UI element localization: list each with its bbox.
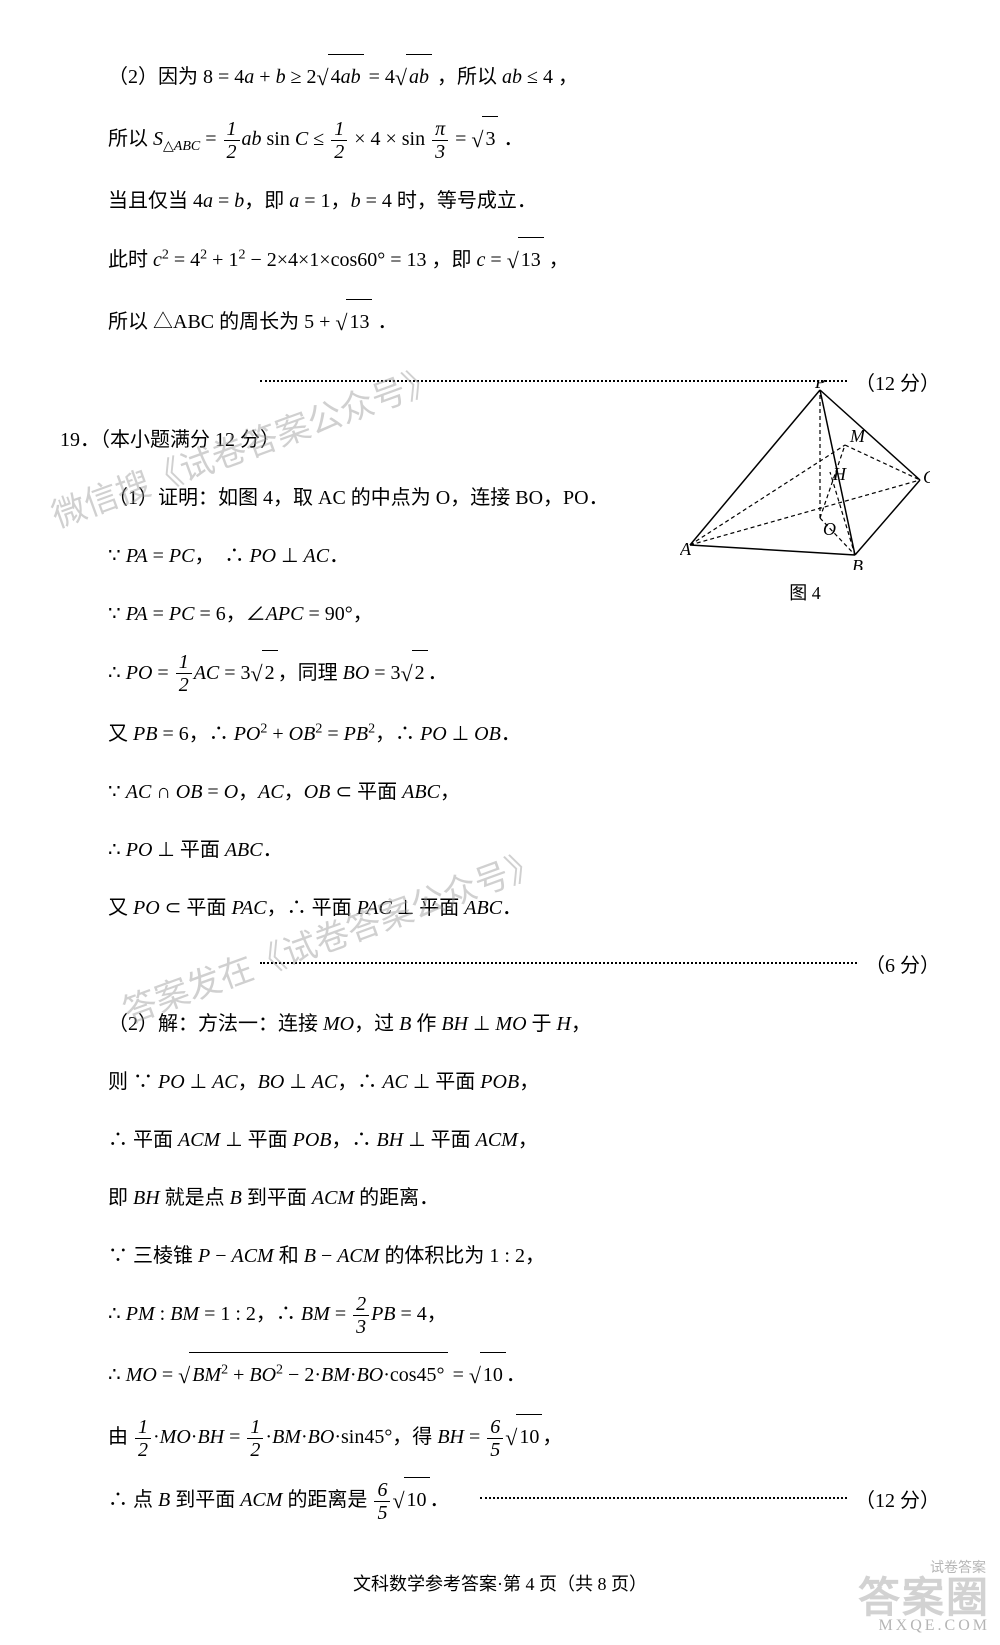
p19-2-line1: （2）解：方法一：连接 MO，过 B 作 BH ⊥ MO 于 H， xyxy=(108,1002,940,1046)
text: ， xyxy=(549,249,569,271)
p19-1-line8: 又 PO ⊂ 平面 PAC，∴ 平面 PAC ⊥ 平面 ABC． xyxy=(108,886,940,930)
text: ， xyxy=(558,66,578,88)
page: （2）因为 8 = 4a + b ≥ 2√4ab = 4√ab ，所以 ab ≤… xyxy=(0,0,1000,1645)
math: 8 = 4a + b ≥ 2√4ab = 4√ab xyxy=(203,66,432,88)
text: 所以 xyxy=(108,128,153,150)
p19-2-line2: 则 ∵ PO ⊥ AC，BO ⊥ AC，∴ AC ⊥ 平面 POB， xyxy=(108,1060,940,1104)
p18-2-line3: 当且仅当 4a = b，即 a = 1，b = 4 时，等号成立． xyxy=(108,179,940,223)
wm-url: MXQE.COM xyxy=(858,1617,990,1635)
p19-1-line5: 又 PB = 6，∴ PO2 + OB2 = PB2，∴ PO ⊥ OB． xyxy=(108,712,940,756)
label-O: O xyxy=(823,519,836,539)
p19-2-line5: ∵ 三棱锥 P − ACM 和 B − ACM 的体积比为 1 : 2， xyxy=(108,1234,940,1278)
math: 5 + √13 xyxy=(304,311,372,333)
label-B: B xyxy=(852,556,863,570)
figure-4: P M H C O B A 图 4 xyxy=(680,380,930,605)
label-C: C xyxy=(923,467,930,487)
p19-2-line8: 由 12·MO·BH = 12·BM·BO·sin45°，得 BH = 65√1… xyxy=(108,1414,940,1462)
p19-2-line4: 即 BH 就是点 B 到平面 ACM 的距离． xyxy=(108,1176,940,1220)
p19-1-line4: ∴ PO = 12AC = 3√2，同理 BO = 3√2． xyxy=(108,650,940,698)
text: 此时 xyxy=(108,249,153,271)
math: c = √13 xyxy=(477,249,544,271)
text: ． xyxy=(377,311,397,333)
page-footer: 文科数学参考答案·第 4 页（共 8 页） xyxy=(60,1565,940,1605)
text: （2）因为 xyxy=(108,66,203,88)
p19-2-line7: ∴ MO = √BM2 + BO2 − 2·BM·BO·cos45° = √10… xyxy=(108,1352,940,1400)
text: ． xyxy=(503,128,523,150)
score-row-6: （6 分） xyxy=(260,944,940,988)
score-label: （12 分） xyxy=(855,1479,940,1523)
p19-2-line6: ∴ PM : BM = 1 : 2，∴ BM = 23PB = 4， xyxy=(108,1292,940,1338)
text: 所以 △ABC 的周长为 xyxy=(108,311,304,333)
label-M: M xyxy=(849,426,866,446)
math: c2 = 42 + 12 − 2×4×1×cos60° = 13 xyxy=(153,249,427,271)
text: ，即 xyxy=(432,249,477,271)
label-P: P xyxy=(814,380,826,392)
wm-small: 试卷答案 xyxy=(930,1557,986,1577)
dots xyxy=(260,962,857,964)
p19-2-line9: ∴ 点 B 到平面 ACM 的距离是 65√10． （12 分） xyxy=(108,1477,940,1525)
math: S△ABC = 12ab sin C ≤ 12 × 4 × sin π3 = √… xyxy=(153,128,498,150)
figure-caption: 图 4 xyxy=(680,579,930,605)
tetrahedron-svg: P M H C O B A xyxy=(680,380,930,570)
score-label: （6 分） xyxy=(865,944,940,988)
text: 19．（本小题满分 12 分） xyxy=(60,429,280,451)
dots xyxy=(480,1497,847,1499)
math: ab ≤ 4 xyxy=(502,66,553,88)
p18-2-line2: 所以 S△ABC = 12ab sin C ≤ 12 × 4 × sin π3 … xyxy=(108,116,940,164)
label-A: A xyxy=(680,539,692,559)
p19-2-line3: ∴ 平面 ACM ⊥ 平面 POB，∴ BH ⊥ 平面 ACM， xyxy=(108,1118,940,1162)
p18-2-line4: 此时 c2 = 42 + 12 − 2×4×1×cos60° = 13 ，即 c… xyxy=(108,237,940,285)
label-H: H xyxy=(832,464,847,484)
p18-2-line1: （2）因为 8 = 4a + b ≥ 2√4ab = 4√ab ，所以 ab ≤… xyxy=(108,54,940,102)
p18-2-line5: 所以 △ABC 的周长为 5 + √13 ． xyxy=(108,299,940,347)
text: ，所以 xyxy=(437,66,502,88)
p19-1-line7: ∴ PO ⊥ 平面 ABC． xyxy=(108,828,940,872)
p19-1-line6: ∵ AC ∩ OB = O，AC，OB ⊂ 平面 ABC， xyxy=(108,770,940,814)
